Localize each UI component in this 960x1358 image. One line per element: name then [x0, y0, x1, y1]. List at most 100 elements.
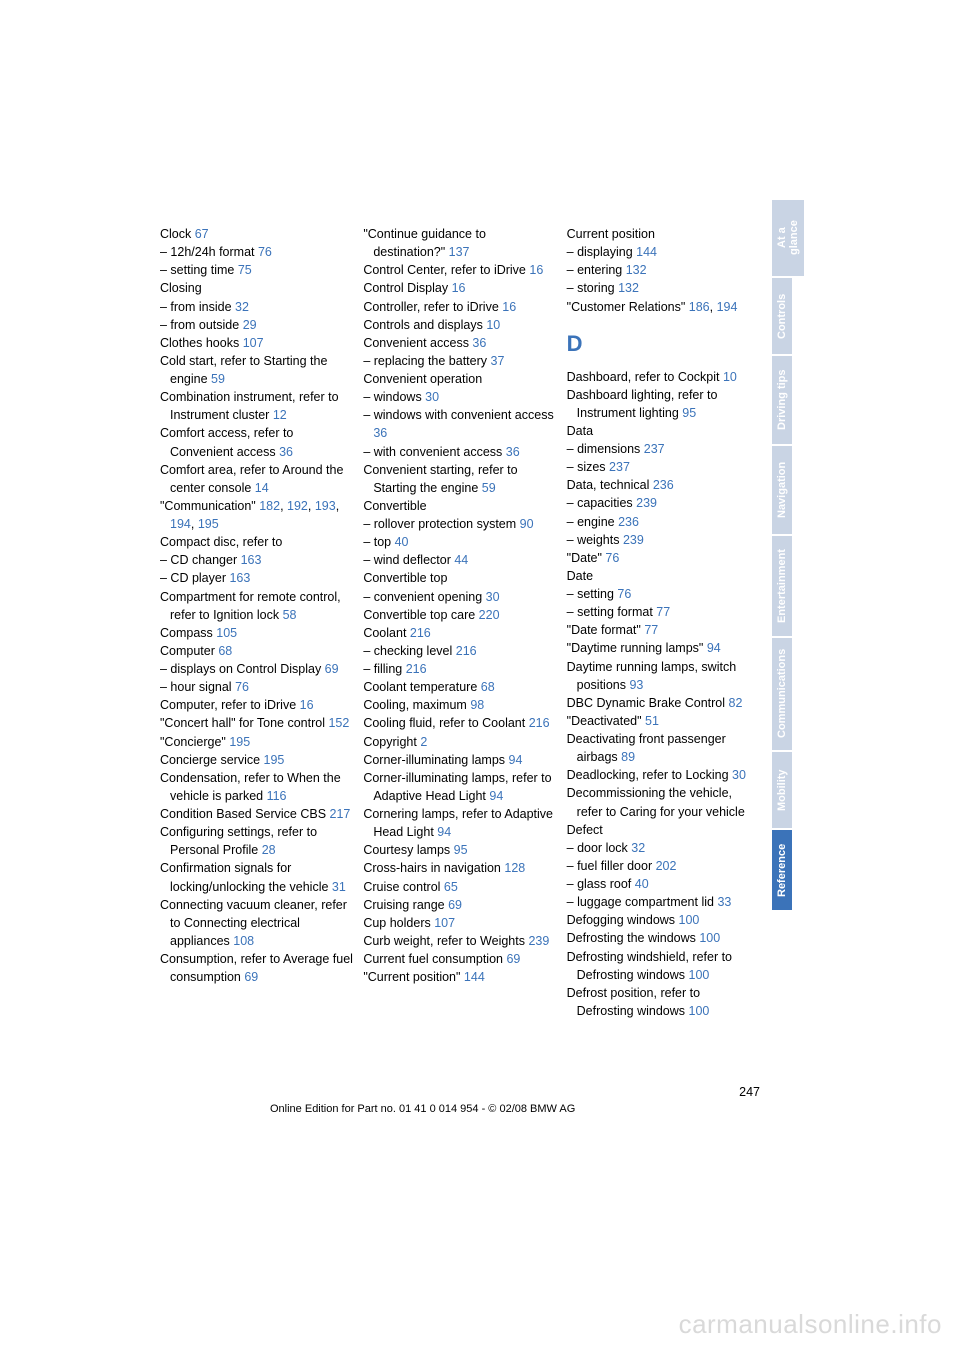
page-link[interactable]: 137 — [449, 245, 470, 259]
page-link[interactable]: 163 — [229, 571, 250, 585]
page-link[interactable]: 36 — [279, 445, 293, 459]
page-link[interactable]: 16 — [502, 300, 516, 314]
page-link[interactable]: 95 — [682, 406, 696, 420]
side-tab[interactable]: At a glance — [772, 200, 804, 276]
page-link[interactable]: 69 — [325, 662, 339, 676]
page-link[interactable]: 237 — [644, 442, 665, 456]
page-link[interactable]: 2 — [420, 735, 427, 749]
page-link[interactable]: 202 — [656, 859, 677, 873]
page-link[interactable]: 128 — [504, 861, 525, 875]
page-link[interactable]: 69 — [448, 898, 462, 912]
page-link[interactable]: 36 — [373, 426, 387, 440]
page-link[interactable]: 144 — [636, 245, 657, 259]
page-link[interactable]: 220 — [479, 608, 500, 622]
page-link[interactable]: 107 — [243, 336, 264, 350]
page-link[interactable]: 32 — [631, 841, 645, 855]
page-link[interactable]: 33 — [717, 895, 731, 909]
page-link[interactable]: 100 — [689, 1004, 710, 1018]
page-link[interactable]: 89 — [621, 750, 635, 764]
page-link[interactable]: 28 — [262, 843, 276, 857]
page-link[interactable]: 58 — [283, 608, 297, 622]
page-link[interactable]: 236 — [653, 478, 674, 492]
page-link[interactable]: 12 — [273, 408, 287, 422]
page-link[interactable]: 100 — [679, 913, 700, 927]
page-link[interactable]: 216 — [529, 716, 550, 730]
side-tab[interactable]: Entertainment — [772, 536, 792, 636]
side-tab[interactable]: Controls — [772, 278, 792, 354]
page-link[interactable]: 216 — [410, 626, 431, 640]
side-tab[interactable]: Navigation — [772, 446, 792, 534]
page-link[interactable]: 194 — [717, 300, 738, 314]
page-link[interactable]: 32 — [235, 300, 249, 314]
page-link[interactable]: 107 — [434, 916, 455, 930]
page-link[interactable]: 216 — [406, 662, 427, 676]
page-link[interactable]: 30 — [425, 390, 439, 404]
page-link[interactable]: 16 — [529, 263, 543, 277]
page-link[interactable]: 163 — [241, 553, 262, 567]
page-link[interactable]: 186 — [689, 300, 710, 314]
page-link[interactable]: 59 — [211, 372, 225, 386]
side-tab[interactable]: Mobility — [772, 752, 792, 828]
page-link[interactable]: 94 — [509, 753, 523, 767]
page-link[interactable]: 90 — [520, 517, 534, 531]
page-link[interactable]: 69 — [244, 970, 258, 984]
page-link[interactable]: 14 — [255, 481, 269, 495]
page-link[interactable]: 237 — [609, 460, 630, 474]
page-link[interactable]: 217 — [330, 807, 351, 821]
page-link[interactable]: 94 — [489, 789, 503, 803]
side-tab[interactable]: Driving tips — [772, 356, 792, 444]
page-link[interactable]: 100 — [699, 931, 720, 945]
page-link[interactable]: 59 — [482, 481, 496, 495]
page-link[interactable]: 239 — [636, 496, 657, 510]
page-link[interactable]: 76 — [235, 680, 249, 694]
page-link[interactable]: 30 — [486, 590, 500, 604]
page-link[interactable]: 76 — [258, 245, 272, 259]
page-link[interactable]: 194 — [170, 517, 191, 531]
page-link[interactable]: 152 — [328, 716, 349, 730]
page-link[interactable]: 77 — [644, 623, 658, 637]
page-link[interactable]: 132 — [618, 281, 639, 295]
page-link[interactable]: 30 — [732, 768, 746, 782]
page-link[interactable]: 36 — [506, 445, 520, 459]
page-link[interactable]: 68 — [481, 680, 495, 694]
page-link[interactable]: 75 — [238, 263, 252, 277]
page-link[interactable]: 76 — [605, 551, 619, 565]
page-link[interactable]: 37 — [491, 354, 505, 368]
page-link[interactable]: 36 — [472, 336, 486, 350]
page-link[interactable]: 195 — [264, 753, 285, 767]
page-link[interactable]: 51 — [645, 714, 659, 728]
page-link[interactable]: 116 — [267, 789, 287, 803]
page-link[interactable]: 67 — [195, 227, 209, 241]
page-link[interactable]: 95 — [454, 843, 468, 857]
page-link[interactable]: 132 — [626, 263, 647, 277]
page-link[interactable]: 82 — [729, 696, 743, 710]
side-tab[interactable]: Communications — [772, 638, 792, 750]
page-link[interactable]: 77 — [656, 605, 670, 619]
page-link[interactable]: 216 — [456, 644, 477, 658]
page-link[interactable]: 144 — [464, 970, 485, 984]
page-link[interactable]: 195 — [229, 735, 250, 749]
page-link[interactable]: 40 — [635, 877, 649, 891]
page-link[interactable]: 195 — [198, 517, 219, 531]
page-link[interactable]: 239 — [623, 533, 644, 547]
page-link[interactable]: 29 — [243, 318, 257, 332]
page-link[interactable]: 31 — [332, 880, 346, 894]
page-link[interactable]: 69 — [506, 952, 520, 966]
page-link[interactable]: 94 — [437, 825, 451, 839]
page-link[interactable]: 108 — [233, 934, 254, 948]
page-link[interactable]: 93 — [629, 678, 643, 692]
page-link[interactable]: 239 — [528, 934, 549, 948]
page-link[interactable]: 10 — [486, 318, 500, 332]
side-tab[interactable]: Reference — [772, 830, 792, 910]
page-link[interactable]: 16 — [300, 698, 314, 712]
page-link[interactable]: 105 — [216, 626, 237, 640]
page-link[interactable]: 236 — [618, 515, 639, 529]
page-link[interactable]: 192 — [287, 499, 308, 513]
page-link[interactable]: 98 — [470, 698, 484, 712]
page-link[interactable]: 76 — [617, 587, 631, 601]
page-link[interactable]: 100 — [689, 968, 710, 982]
page-link[interactable]: 40 — [395, 535, 409, 549]
page-link[interactable]: 16 — [452, 281, 466, 295]
page-link[interactable]: 182 — [259, 499, 280, 513]
page-link[interactable]: 68 — [218, 644, 232, 658]
